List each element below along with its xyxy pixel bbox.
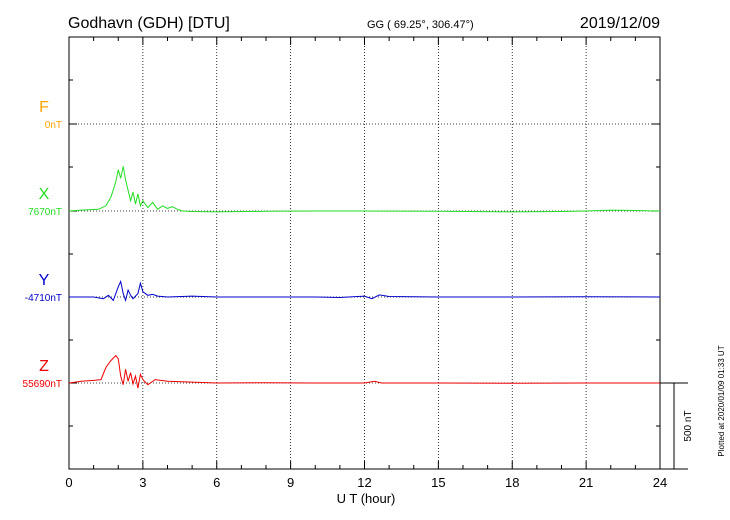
x-axis-label: U T (hour) [337, 491, 396, 506]
x-tick-label: 6 [213, 475, 220, 490]
x-tick-labels: 0 3 6 9 12 15 18 21 24 [65, 475, 667, 490]
plot-date: 2019/12/09 [580, 15, 660, 32]
channel-x-baseline: 7670nT [28, 207, 62, 218]
series-y-line [69, 279, 661, 303]
x-tick-label: 15 [431, 475, 445, 490]
channel-f-name: F [39, 99, 49, 116]
x-tick-label: 3 [139, 475, 146, 490]
channel-x-name: X [39, 186, 50, 203]
plotted-at-note: Plotted at 2020/01/09 01:33 UT [717, 345, 726, 456]
x-tick-label: 0 [65, 475, 72, 490]
channel-z-baseline: 55690nT [23, 379, 62, 390]
scale-bar: 500 nT [660, 382, 694, 470]
station-title: Godhavn (GDH) [DTU] [68, 15, 230, 32]
x-tick-label: 24 [653, 475, 667, 490]
series-z-line [68, 354, 660, 389]
series-x-line [68, 166, 661, 213]
channel-y-name: Y [39, 272, 50, 289]
channel-f-baseline: 0nT [45, 120, 62, 131]
series-layer [68, 166, 661, 389]
x-tick-label: 18 [505, 475, 519, 490]
scale-bar-label: 500 nT [683, 410, 694, 441]
station-coordinates: GG ( 69.25°, 306.47°) [367, 19, 474, 31]
channel-z-name: Z [39, 358, 49, 375]
channel-y-baseline: -4710nT [25, 293, 62, 304]
x-tick-label: 12 [357, 475, 371, 490]
x-tick-label: 21 [579, 475, 593, 490]
grid-lines [69, 37, 660, 469]
channel-labels: F 0nT X 7670nT Y -4710nT Z 55690nT [23, 99, 62, 390]
x-tick-label: 9 [287, 475, 294, 490]
axis-ticks [68, 37, 661, 469]
